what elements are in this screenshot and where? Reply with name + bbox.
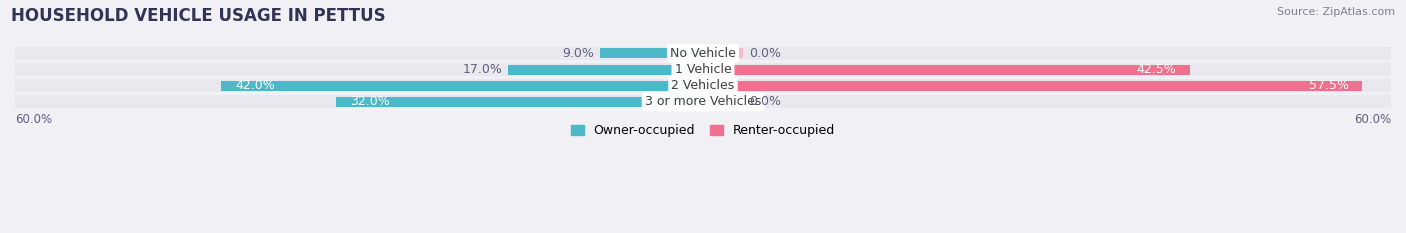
Text: HOUSEHOLD VEHICLE USAGE IN PETTUS: HOUSEHOLD VEHICLE USAGE IN PETTUS <box>11 7 385 25</box>
Bar <box>703 48 744 58</box>
Bar <box>600 48 703 58</box>
Text: 60.0%: 60.0% <box>1354 113 1391 126</box>
Legend: Owner-occupied, Renter-occupied: Owner-occupied, Renter-occupied <box>567 119 839 142</box>
Text: 0.0%: 0.0% <box>749 95 780 108</box>
Text: Source: ZipAtlas.com: Source: ZipAtlas.com <box>1277 7 1395 17</box>
Text: 32.0%: 32.0% <box>350 95 389 108</box>
Bar <box>221 81 703 91</box>
Text: 60.0%: 60.0% <box>15 113 52 126</box>
Bar <box>508 65 703 75</box>
Bar <box>15 95 1391 108</box>
Bar <box>15 79 1391 92</box>
Bar <box>703 81 1362 91</box>
Text: 42.0%: 42.0% <box>235 79 276 92</box>
Bar <box>336 97 703 107</box>
Text: 2 Vehicles: 2 Vehicles <box>672 79 734 92</box>
Bar <box>15 63 1391 76</box>
Text: 42.5%: 42.5% <box>1137 63 1177 76</box>
Bar <box>703 65 1191 75</box>
Text: 3 or more Vehicles: 3 or more Vehicles <box>645 95 761 108</box>
Text: No Vehicle: No Vehicle <box>671 47 735 60</box>
Text: 9.0%: 9.0% <box>562 47 595 60</box>
Text: 57.5%: 57.5% <box>1309 79 1348 92</box>
Bar <box>703 97 744 107</box>
Bar <box>15 47 1391 60</box>
Text: 0.0%: 0.0% <box>749 47 780 60</box>
Text: 17.0%: 17.0% <box>463 63 502 76</box>
Text: 1 Vehicle: 1 Vehicle <box>675 63 731 76</box>
